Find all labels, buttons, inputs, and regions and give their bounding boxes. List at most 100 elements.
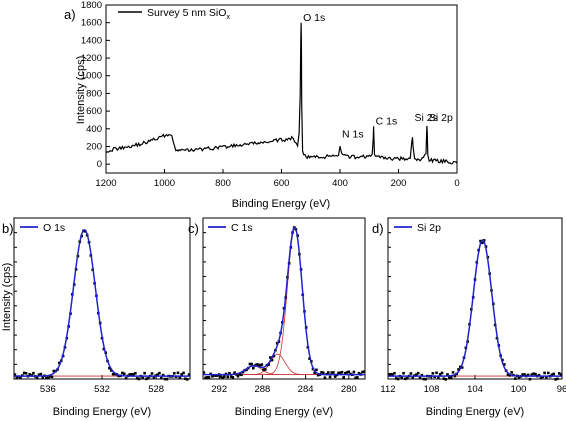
c1s-plot-area — [202, 226, 366, 380]
data-point — [108, 366, 111, 370]
data-point — [424, 377, 427, 381]
survey-x-ticks: 1200 1000 800 600 400 200 0 — [95, 169, 460, 189]
data-point — [128, 373, 132, 376]
data-point — [539, 376, 543, 380]
data-point — [267, 363, 270, 366]
data-point — [250, 362, 253, 366]
data-point — [510, 371, 513, 374]
data-point — [132, 373, 135, 376]
data-point — [420, 373, 424, 377]
survey-legend-text: Survey 5 nm SiO — [147, 7, 226, 19]
fit-envelope-line — [388, 239, 562, 377]
data-point — [534, 372, 537, 376]
data-point — [52, 369, 56, 373]
data-point — [340, 370, 344, 374]
data-point — [550, 373, 554, 377]
data-point — [338, 371, 342, 375]
y-tick-label: 0 — [97, 159, 102, 170]
data-point — [184, 377, 187, 380]
data-point — [446, 373, 449, 376]
data-point — [517, 376, 521, 380]
data-point — [124, 377, 128, 380]
data-point — [400, 376, 404, 379]
data-point — [528, 377, 532, 381]
data-point — [248, 362, 252, 366]
data-point — [404, 377, 407, 381]
data-point — [313, 371, 316, 375]
data-point — [321, 371, 325, 375]
si2p-x-axis-title: Binding Energy (eV) — [426, 406, 524, 418]
data-point — [122, 372, 126, 376]
data-point — [361, 370, 364, 374]
c1s-chart: c) 292 288 284 280 C 1s Binding Energy (eV) — [188, 217, 366, 418]
x-tick-label: 292 — [211, 384, 227, 395]
data-point — [187, 373, 191, 376]
data-point — [178, 376, 182, 379]
data-point — [185, 378, 189, 381]
data-point — [130, 372, 133, 376]
data-point — [163, 377, 167, 381]
data-point — [260, 363, 264, 366]
data-point — [272, 354, 276, 358]
data-point — [554, 378, 557, 381]
data-point — [28, 373, 32, 376]
c1s-legend-label: C 1s — [231, 222, 253, 234]
data-point — [204, 376, 207, 380]
data-point — [523, 373, 526, 376]
x-tick-label: 528 — [148, 384, 164, 395]
data-point — [460, 366, 464, 369]
si2p-chart: d) 112 108 104 100 96 Si 2p Binding Energy (… — [372, 217, 566, 418]
data-point — [315, 368, 318, 372]
peak-annotation: O 1s — [303, 12, 325, 24]
data-point — [459, 365, 462, 369]
y-tick-label: 200 — [86, 141, 102, 152]
data-point — [48, 375, 52, 378]
data-point — [405, 376, 409, 380]
data-point — [323, 376, 327, 380]
data-point — [35, 376, 39, 380]
data-point — [137, 377, 141, 381]
data-point — [46, 376, 50, 380]
data-point — [223, 375, 226, 378]
x-tick-label: 532 — [94, 384, 110, 395]
data-point — [422, 377, 426, 381]
peak-annotation: Si 2s — [415, 112, 438, 124]
survey-legend-subscript: x — [226, 12, 230, 21]
data-point — [354, 376, 357, 380]
data-point — [411, 375, 415, 379]
data-point — [457, 368, 460, 371]
data-point — [453, 374, 457, 378]
data-point — [506, 373, 510, 376]
data-point — [451, 371, 455, 374]
data-point — [158, 371, 161, 375]
survey-y-axis-title: Intensity (cps) — [75, 56, 87, 124]
data-point — [521, 373, 524, 376]
data-point — [37, 373, 41, 377]
data-point — [332, 371, 335, 374]
panel-label-a: a) — [64, 7, 76, 22]
data-point — [226, 375, 230, 379]
y-tick-label: 1600 — [81, 18, 102, 29]
data-point — [32, 371, 35, 375]
data-point — [117, 374, 120, 378]
data-point — [543, 371, 546, 375]
x-tick-label: 108 — [424, 384, 440, 395]
data-point — [221, 376, 224, 380]
data-point — [150, 372, 154, 375]
data-point — [320, 371, 323, 374]
peak-annotation: C 1s — [376, 115, 398, 127]
c1s-x-ticks: 292 288 284 280 — [211, 375, 357, 395]
data-point — [255, 363, 259, 366]
data-point — [141, 376, 145, 379]
data-point — [252, 366, 255, 370]
data-point — [258, 364, 262, 367]
data-point — [503, 363, 506, 366]
data-point — [362, 370, 366, 373]
data-point — [13, 373, 17, 376]
survey-chart: a) 1200 1000 800 600 400 200 0 0 200 400 600 800 10… — [64, 0, 460, 210]
data-point — [45, 376, 48, 380]
x-tick-label: 200 — [391, 178, 407, 189]
c1s-x-axis-title: Binding Energy (eV) — [235, 406, 333, 418]
data-point — [513, 377, 517, 380]
